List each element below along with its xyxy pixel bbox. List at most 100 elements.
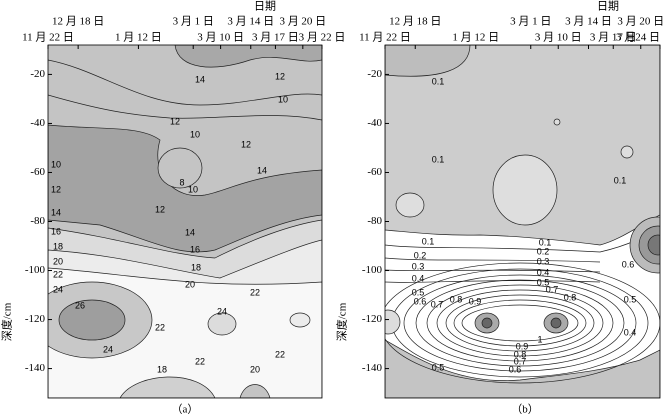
y-tick-label: -60 [30, 166, 45, 178]
contour-label: 0.5 [624, 294, 637, 304]
contour-label: 0.9 [516, 341, 529, 351]
contour-label: 0.1 [614, 175, 627, 185]
contour-label: 0.1 [422, 236, 435, 246]
contour-label: 22 [53, 269, 63, 279]
contour-label: 14 [257, 165, 267, 175]
y-tick-label: -140 [362, 362, 383, 374]
contour-label: 0.9 [469, 296, 482, 306]
x-axis-label: 日期 [597, 0, 619, 13]
x-axis-label: 日期 [254, 0, 276, 13]
x-tick-label: 3 月 17 日 [252, 32, 299, 44]
x-tick-label: 3 月 10 日 [535, 32, 582, 44]
panel-caption: （a） [172, 403, 199, 416]
contour-label: 12 [155, 204, 165, 214]
contour-label: 0.4 [412, 273, 425, 283]
y-tick-label: -40 [367, 117, 382, 129]
y-tick-label: -80 [367, 215, 382, 227]
contour-label: 14 [195, 74, 205, 84]
contour-label: 12 [51, 184, 61, 194]
contour-label: 0.1 [432, 76, 445, 86]
contour-label: 22 [275, 349, 285, 359]
contour-label: 1 [537, 334, 542, 344]
contour-label: 0.8 [450, 294, 463, 304]
y-axis-label: 深度/cm [0, 302, 14, 341]
contour-label: 0.7 [546, 284, 559, 294]
x-tick-label: 12 月 18 日 [52, 16, 104, 28]
contour-label: 18 [191, 262, 201, 272]
contour-label: 0.2 [537, 246, 550, 256]
contour-label: 12 [275, 71, 285, 81]
contour-label: 0.5 [537, 277, 550, 287]
x-tick-label: 3 月 20 日 [279, 16, 326, 28]
y-tick-label: -140 [25, 362, 46, 374]
y-tick-label: -20 [367, 68, 382, 80]
x-tick-label: 3 月 17 日 [590, 32, 637, 44]
contour-field-b [385, 45, 660, 398]
contour-label: 0.6 [414, 296, 427, 306]
y-tick-label: -60 [367, 166, 382, 178]
contour-label: 0.6 [509, 364, 522, 374]
contour-label: 10 [51, 159, 61, 169]
contour-label: 20 [53, 256, 63, 266]
contour-label: 0.2 [414, 250, 427, 260]
contour-label: 0.5 [432, 362, 445, 372]
contour-label: 12 [241, 139, 251, 149]
y-tick-label: -120 [25, 313, 46, 325]
contour-label: 10 [278, 94, 288, 104]
contour-label: 16 [190, 244, 200, 254]
contour-label: 0.3 [537, 256, 550, 266]
contour-label: 26 [75, 300, 85, 310]
x-tick-label: 12 月 18 日 [389, 16, 441, 28]
contour-label: 12 [170, 116, 180, 126]
contour-field-a [48, 45, 322, 398]
contour-label: 20 [185, 279, 195, 289]
x-tick-label: 3 月 22 日 [299, 32, 346, 44]
y-tick-label: -40 [30, 117, 45, 129]
contour-label: 0.7 [431, 299, 444, 309]
x-tick-label: 3 月 14 日 [565, 16, 612, 28]
x-tick-label: 3 月 1 日 [173, 16, 214, 28]
contour-label: 0.8 [564, 292, 577, 302]
y-axis-label: 深度/cm [335, 302, 349, 341]
contour-label: 0.3 [412, 261, 425, 271]
contour-label: 18 [53, 241, 63, 251]
contour-label: 0.6 [622, 259, 635, 269]
contour-label: 24 [217, 306, 227, 316]
y-tick-label: -100 [25, 264, 46, 276]
contour-label: 0.4 [624, 327, 637, 337]
x-tick-label: 3 月24 日 [616, 32, 660, 44]
contour-label: 0.1 [539, 237, 552, 247]
contour-label: 8 [179, 177, 184, 187]
contour-label: 14 [185, 227, 195, 237]
x-tick-label: 3 月 1 日 [510, 16, 551, 28]
contour-label: 0.8 [514, 349, 527, 359]
y-tick-label: -20 [30, 68, 45, 80]
contour-label: 22 [250, 287, 260, 297]
contour-label: 0.4 [537, 267, 550, 277]
contour-label: 10 [190, 129, 200, 139]
contour-label: 0.1 [432, 154, 445, 164]
contour-label: 22 [195, 356, 205, 366]
x-tick-label: 3 月 14 日 [227, 16, 274, 28]
contour-label: 0.7 [514, 356, 527, 366]
x-tick-label: 1 月 12 日 [452, 32, 499, 44]
x-tick-label: 3 月 20 日 [617, 16, 664, 28]
contour-label: 10 [188, 184, 198, 194]
contour-label: 18 [157, 364, 167, 374]
contour-label: 24 [53, 284, 63, 294]
y-tick-label: -100 [362, 264, 383, 276]
contour-label: 22 [155, 322, 165, 332]
y-tick-label: -120 [362, 313, 383, 325]
x-tick-label: 3 月 10 日 [197, 32, 244, 44]
x-tick-label: 11 月 22 日 [22, 32, 74, 44]
contour-label: 20 [250, 364, 260, 374]
x-tick-label: 11 月 22 日 [359, 32, 411, 44]
x-tick-label: 1 月 12 日 [115, 32, 162, 44]
contour-label: 0.5 [412, 287, 425, 297]
contour-label: 14 [51, 207, 61, 217]
panel-caption: （b） [511, 403, 539, 416]
contour-label: 16 [51, 226, 61, 236]
contour-label: 24 [103, 344, 113, 354]
y-tick-label: -80 [30, 215, 45, 227]
